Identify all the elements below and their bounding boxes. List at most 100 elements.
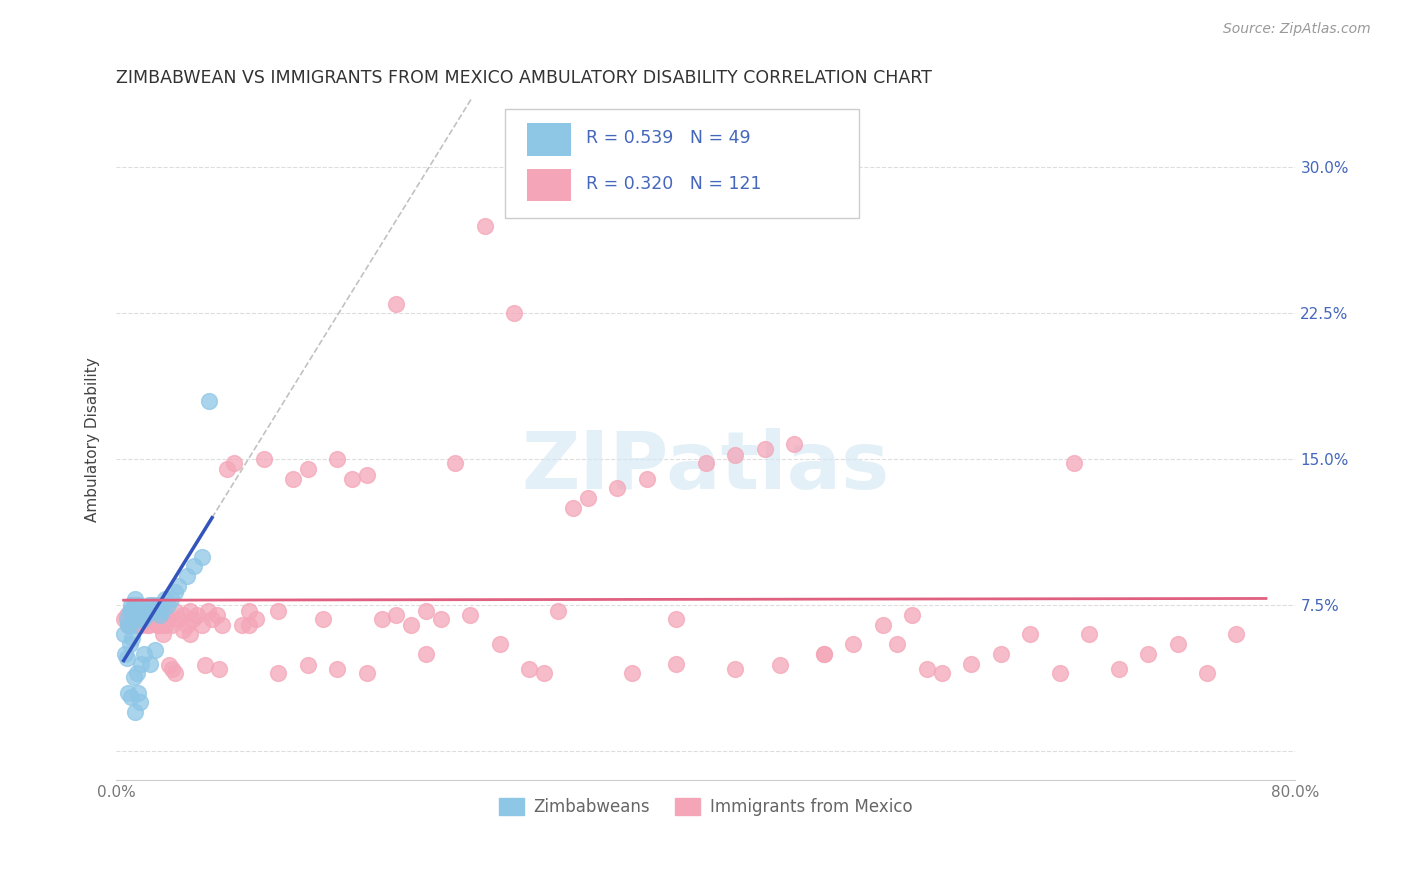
Point (156, 612, 179, 626)
Point (224, 456, 246, 470)
Point (503, 306, 526, 320)
Point (127, 598, 149, 612)
Point (356, 467, 378, 482)
Point (152, 617, 174, 632)
Point (146, 617, 169, 632)
Point (186, 607, 208, 622)
Point (149, 607, 172, 622)
Point (122, 670, 145, 684)
Point (115, 650, 138, 665)
Point (128, 607, 150, 622)
Point (127, 612, 149, 626)
Point (121, 612, 143, 626)
Point (138, 617, 160, 632)
Point (149, 612, 172, 626)
Point (167, 612, 190, 626)
Point (121, 604, 143, 618)
Point (135, 607, 157, 622)
Point (117, 617, 139, 632)
Point (1049, 666, 1071, 681)
Point (754, 442, 776, 457)
Point (872, 617, 894, 632)
Point (385, 607, 408, 622)
Point (915, 662, 938, 676)
Point (120, 598, 142, 612)
Point (198, 393, 221, 408)
Point (191, 617, 214, 632)
Point (131, 657, 153, 671)
Point (176, 617, 198, 632)
Point (488, 637, 510, 651)
Point (238, 617, 260, 632)
Point (142, 598, 165, 612)
Point (138, 598, 160, 612)
Point (127, 686, 149, 700)
Text: ZIPatlas: ZIPatlas (522, 428, 890, 506)
Point (132, 612, 155, 626)
Point (297, 658, 319, 673)
Point (1137, 647, 1160, 661)
Text: Source: ZipAtlas.com: Source: ZipAtlas.com (1223, 22, 1371, 37)
Point (245, 612, 267, 626)
Point (128, 607, 150, 622)
Point (112, 612, 135, 626)
Point (146, 617, 169, 632)
Point (458, 607, 481, 622)
Point (150, 607, 173, 622)
Text: R = 0.320   N = 121: R = 0.320 N = 121 (585, 176, 761, 194)
Point (444, 456, 467, 470)
Point (162, 662, 184, 676)
Point (215, 462, 238, 476)
Point (665, 657, 688, 671)
Point (165, 604, 187, 618)
Point (112, 627, 135, 641)
Point (179, 627, 201, 641)
Point (118, 604, 141, 618)
Point (517, 662, 540, 676)
Point (139, 657, 162, 671)
Point (931, 666, 953, 681)
Point (150, 604, 173, 618)
Y-axis label: Ambulatory Disability: Ambulatory Disability (86, 358, 100, 522)
Point (172, 607, 194, 622)
Bar (527, 169, 571, 202)
Point (124, 617, 146, 632)
Point (176, 569, 198, 583)
Point (415, 604, 437, 618)
Point (1063, 456, 1085, 470)
Point (636, 472, 658, 486)
Point (172, 624, 194, 638)
Point (429, 612, 451, 626)
Point (1225, 627, 1247, 641)
Point (153, 604, 176, 618)
Point (297, 462, 319, 476)
Point (340, 472, 363, 486)
Point (211, 617, 233, 632)
Point (136, 604, 159, 618)
Point (356, 666, 378, 681)
Point (281, 472, 304, 486)
Point (165, 666, 187, 681)
Point (562, 500, 585, 515)
Point (134, 612, 156, 626)
Point (311, 612, 333, 626)
Point (124, 705, 146, 719)
Point (533, 666, 555, 681)
Point (183, 559, 205, 574)
Point (326, 662, 349, 676)
Point (191, 549, 214, 564)
Point (267, 666, 290, 681)
Point (665, 612, 688, 626)
Point (606, 482, 628, 496)
Point (125, 604, 148, 618)
Point (141, 604, 163, 618)
Point (813, 647, 835, 661)
Point (547, 604, 569, 618)
Point (132, 604, 155, 618)
Point (208, 662, 231, 676)
Point (149, 607, 172, 622)
Point (125, 617, 148, 632)
Point (231, 617, 253, 632)
Point (370, 612, 392, 626)
Point (842, 637, 865, 651)
